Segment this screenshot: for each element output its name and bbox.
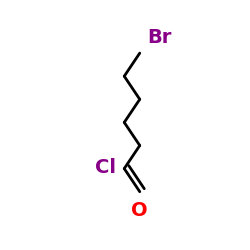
Text: Cl: Cl xyxy=(96,158,116,177)
Text: Br: Br xyxy=(148,28,172,47)
Text: O: O xyxy=(132,201,148,220)
